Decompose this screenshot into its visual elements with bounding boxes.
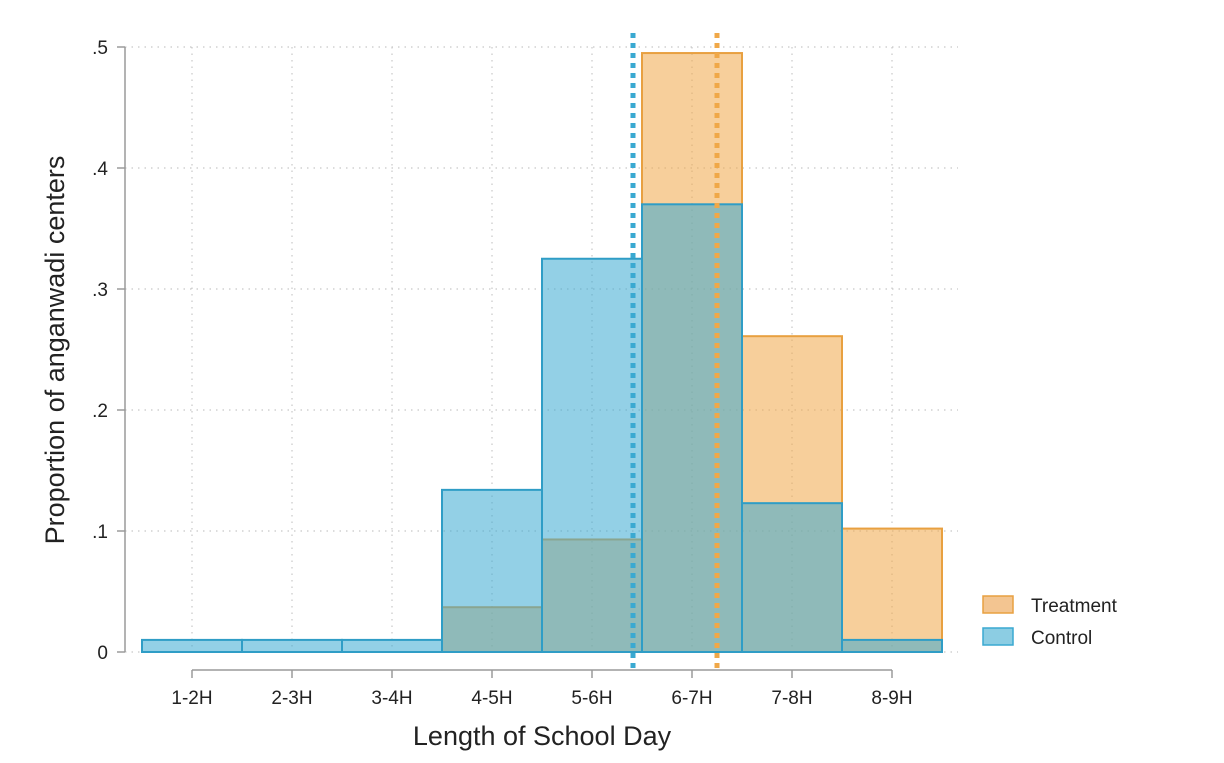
x-tick-label: 5-6H (571, 688, 612, 709)
y-tick-label: 0 (97, 643, 108, 664)
control-bar-2-3H (241, 638, 343, 654)
legend-swatch-control (982, 627, 1014, 646)
x-axis-title: Length of School Day (413, 721, 672, 751)
x-tick-label: 4-5H (471, 688, 512, 709)
x-tick-label: 3-4H (371, 688, 412, 709)
control-bar-3-4H (341, 638, 443, 654)
x-tick-label: 1-2H (171, 688, 212, 709)
control-bar-5-6H (541, 257, 643, 653)
control-bar-1-2H (141, 638, 243, 654)
treatment-bar-8-9H (841, 527, 943, 654)
y-axis-title: Proportion of anganwadi centers (40, 156, 70, 545)
y-tick-label: .4 (92, 159, 108, 180)
legend-swatch-treatment (982, 595, 1014, 614)
control-bar-6-7H (641, 203, 743, 654)
bars (141, 52, 943, 654)
y-tick-label: .1 (92, 522, 108, 543)
legend: Treatment Control (982, 595, 1118, 649)
x-tick-label: 8-9H (871, 688, 912, 709)
y-tick-label: .5 (92, 38, 108, 59)
x-tick-label: 6-7H (671, 688, 712, 709)
control-bar-7-8H (741, 502, 843, 654)
axes: 0 .1 .2 .3 .4 .5 1-2H 2-3H 3-4H 4-5H 5-6H 6-7H 7-8H 8… (92, 38, 912, 709)
y-tick-label: .3 (92, 280, 108, 301)
x-tick-label: 2-3H (271, 688, 312, 709)
x-tick-label: 7-8H (771, 688, 812, 709)
control-bar-8-9H (841, 638, 943, 654)
mean-lines (630, 33, 720, 671)
control-bar-4-5H (441, 488, 543, 653)
legend-label-treatment: Treatment (1031, 596, 1118, 617)
y-tick-label: .2 (92, 401, 108, 422)
legend-label-control: Control (1031, 628, 1092, 649)
